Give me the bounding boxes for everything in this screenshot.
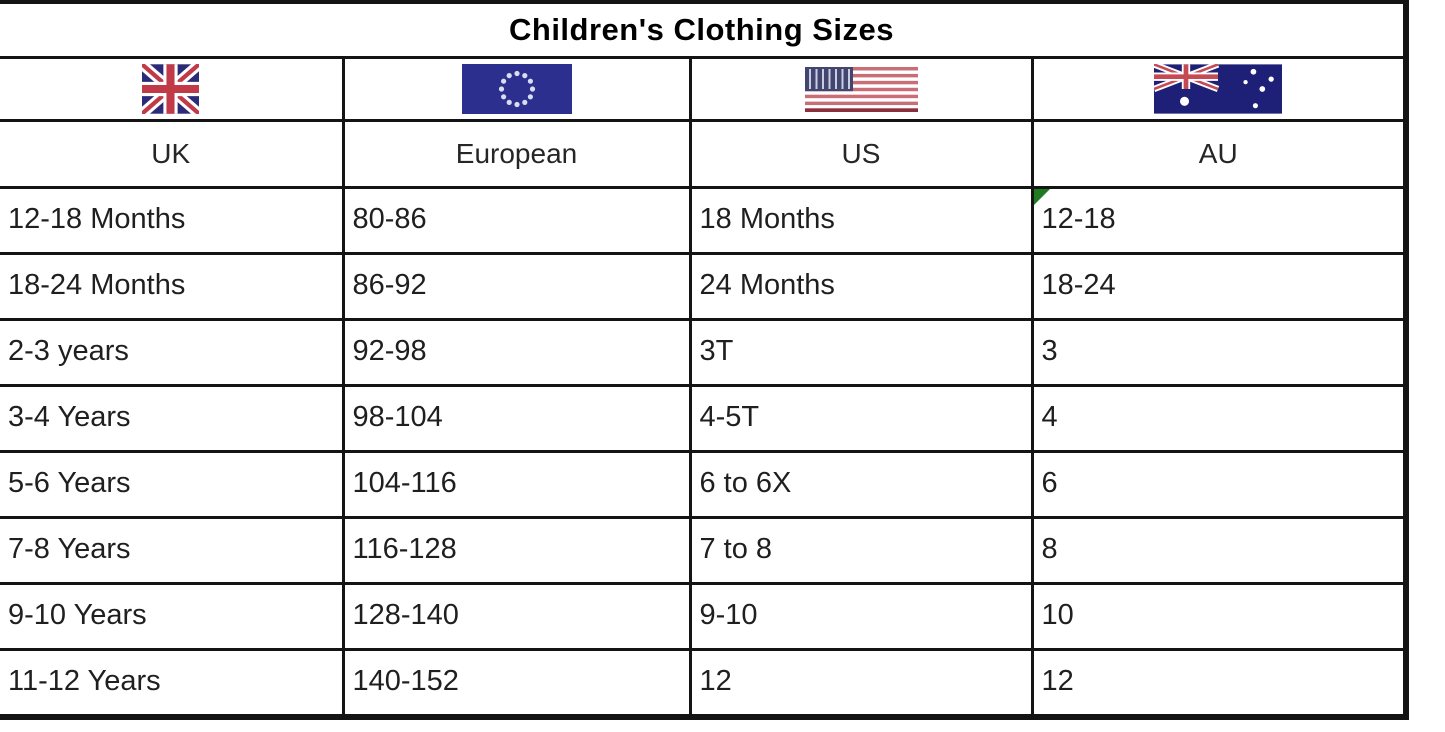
cell-au: 10 — [1030, 582, 1408, 651]
uk-flag-icon — [142, 64, 200, 114]
green-triangle-marker — [1035, 190, 1050, 205]
cell-european: 116-128 — [341, 516, 692, 585]
cell-uk: 18-24 Months — [0, 252, 345, 321]
eu-flag-icon — [461, 64, 572, 114]
cell-au: 8 — [1030, 516, 1408, 585]
us-flag-icon — [804, 66, 918, 112]
column-header-uk: UK — [0, 119, 345, 189]
column-header-us: US — [688, 119, 1034, 189]
title-row: Children's Clothing Sizes — [0, 0, 1408, 59]
cell-european: 104-116 — [341, 450, 692, 519]
cell-au: 3 — [1030, 318, 1408, 387]
cell-au: 12 — [1030, 648, 1408, 719]
table-row: 18-24 Months 86-92 24 Months 18-24 — [0, 252, 1408, 321]
uk-flag-cell — [0, 56, 345, 122]
table-row: 11-12 Years 140-152 12 12 — [0, 648, 1408, 719]
cell-au-text: 12-18 — [1041, 203, 1116, 235]
cell-uk: 7-8 Years — [0, 516, 345, 585]
cell-european: 140-152 — [341, 648, 692, 719]
cell-uk: 3-4 Years — [0, 384, 345, 453]
table-row: 12-18 Months 80-86 18 Months 12-18 — [0, 186, 1408, 255]
cell-us: 24 Months — [688, 252, 1034, 321]
table-row: 2-3 years 92-98 3T 3 — [0, 318, 1408, 387]
header-row: UK European US AU — [0, 119, 1408, 189]
cell-uk: 2-3 years — [0, 318, 345, 387]
cell-us: 4-5T — [688, 384, 1034, 453]
cell-us: 9-10 — [688, 582, 1034, 651]
cell-european: 86-92 — [341, 252, 692, 321]
eu-flag-cell — [341, 56, 692, 122]
flag-row — [0, 56, 1408, 122]
cell-au: 18-24 — [1030, 252, 1408, 321]
page-title: Children's Clothing Sizes — [0, 0, 1408, 59]
cell-au: 12-18 — [1030, 186, 1408, 255]
us-flag-cell — [688, 56, 1034, 122]
cell-european: 80-86 — [341, 186, 692, 255]
cell-european: 98-104 — [341, 384, 692, 453]
table-row: 7-8 Years 116-128 7 to 8 8 — [0, 516, 1408, 585]
cell-uk: 11-12 Years — [0, 648, 345, 719]
sizes-table: Children's Clothing Sizes — [0, 0, 1410, 720]
table-row: 5-6 Years 104-116 6 to 6X 6 — [0, 450, 1408, 519]
cell-au: 4 — [1030, 384, 1408, 453]
cell-us: 18 Months — [688, 186, 1034, 255]
au-flag-icon — [1154, 64, 1283, 114]
cell-uk: 12-18 Months — [0, 186, 345, 255]
cell-us: 6 to 6X — [688, 450, 1034, 519]
table-row: 9-10 Years 128-140 9-10 10 — [0, 582, 1408, 651]
cell-uk: 9-10 Years — [0, 582, 345, 651]
column-header-au: AU — [1030, 119, 1408, 189]
cell-au: 6 — [1030, 450, 1408, 519]
cell-us: 7 to 8 — [688, 516, 1034, 585]
cell-european: 92-98 — [341, 318, 692, 387]
cell-uk: 5-6 Years — [0, 450, 345, 519]
au-flag-cell — [1030, 56, 1408, 122]
cell-us: 12 — [688, 648, 1034, 719]
column-header-european: European — [341, 119, 692, 189]
table-row: 3-4 Years 98-104 4-5T 4 — [0, 384, 1408, 453]
cell-us: 3T — [688, 318, 1034, 387]
cell-european: 128-140 — [341, 582, 692, 651]
